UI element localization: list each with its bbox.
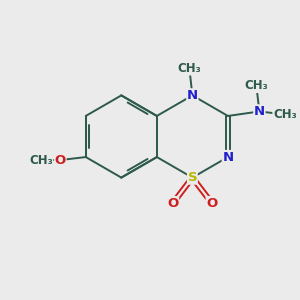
Text: O: O [55,154,66,166]
Text: CH₃: CH₃ [178,62,201,75]
Text: O: O [167,196,178,210]
Text: S: S [188,171,197,184]
Text: CH₃: CH₃ [29,154,53,166]
Text: CH₃: CH₃ [273,108,297,121]
Text: CH₃: CH₃ [244,80,268,92]
Text: N: N [187,89,198,102]
Text: N: N [222,151,233,164]
Text: O: O [206,196,218,210]
Text: N: N [254,105,265,118]
